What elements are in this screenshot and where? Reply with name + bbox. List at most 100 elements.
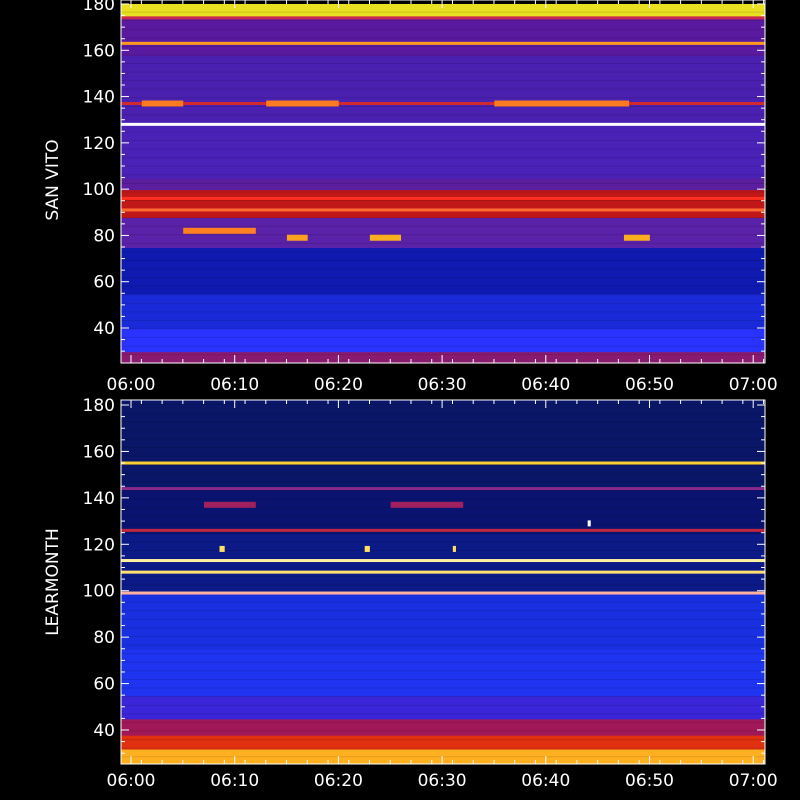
emission-line xyxy=(121,559,765,563)
channel-stripe xyxy=(121,472,765,474)
frequency-band xyxy=(121,695,765,720)
channel-stripe xyxy=(121,191,765,193)
channel-stripe xyxy=(121,515,765,517)
channel-stripe xyxy=(121,63,765,65)
y-tick-label: 60 xyxy=(93,273,115,293)
plot-area xyxy=(121,4,765,363)
channel-stripe xyxy=(121,131,765,133)
channel-stripe xyxy=(121,635,765,637)
channel-stripe xyxy=(121,455,765,457)
frequency-band xyxy=(121,247,765,295)
frequency-band xyxy=(121,4,765,17)
channel-stripe xyxy=(121,217,765,219)
x-tick-label: 06:10 xyxy=(210,771,259,791)
burst-mark xyxy=(364,545,370,552)
x-tick-label: 06:50 xyxy=(625,375,674,395)
burst-mark xyxy=(623,234,650,241)
burst-mark xyxy=(452,545,456,552)
channel-stripe xyxy=(121,550,765,552)
channel-stripe xyxy=(121,429,765,431)
channel-stripe xyxy=(121,114,765,116)
channel-stripe xyxy=(121,45,765,47)
x-tick-label: 07:00 xyxy=(729,375,778,395)
x-tick-label: 06:50 xyxy=(625,771,674,791)
y-tick-label: 180 xyxy=(83,396,115,416)
channel-stripe xyxy=(121,421,765,423)
y-tick-label: 120 xyxy=(83,535,115,555)
burst-mark xyxy=(183,227,256,234)
channel-stripe xyxy=(121,532,765,534)
emission-line xyxy=(121,591,765,595)
plot-frame xyxy=(120,0,766,364)
channel-stripe xyxy=(121,11,765,13)
frequency-band xyxy=(121,648,765,697)
x-tick-label: 06:10 xyxy=(210,375,259,395)
channel-stripe xyxy=(121,670,765,672)
channel-stripe xyxy=(121,696,765,698)
y-tick-label: 80 xyxy=(93,226,115,246)
channel-stripe xyxy=(121,200,765,202)
emission-line xyxy=(121,196,765,200)
x-tick-label: 06:00 xyxy=(107,771,156,791)
channel-stripe xyxy=(121,294,765,296)
emission-line xyxy=(121,41,765,45)
channel-stripe xyxy=(121,704,765,706)
channel-stripe xyxy=(121,105,765,107)
emission-line xyxy=(121,487,765,491)
channel-stripe xyxy=(121,54,765,56)
channel-stripe xyxy=(121,412,765,414)
burst-mark xyxy=(203,501,256,508)
frequency-band xyxy=(121,124,765,179)
channel-stripe xyxy=(121,234,765,236)
y-tick-label: 40 xyxy=(93,721,115,741)
channel-stripe xyxy=(121,97,765,99)
channel-stripe xyxy=(121,165,765,167)
y-axis-label-learmonth: LEARMONTH xyxy=(43,528,63,636)
emission-line xyxy=(121,208,765,212)
channel-stripe xyxy=(121,438,765,440)
channel-stripe xyxy=(121,28,765,30)
burst-mark xyxy=(266,100,339,107)
channel-stripe xyxy=(121,498,765,500)
channel-stripe xyxy=(121,174,765,176)
emission-line xyxy=(121,122,765,126)
channel-stripe xyxy=(121,259,765,261)
channel-stripe xyxy=(121,575,765,577)
frequency-band xyxy=(121,718,765,736)
channel-stripe xyxy=(121,524,765,526)
frequency-band xyxy=(121,177,765,191)
y-tick-label: 60 xyxy=(93,675,115,695)
y-tick-label: 160 xyxy=(83,442,115,462)
channel-stripe xyxy=(121,447,765,449)
panel-san-vito: SAN VITO 40 60 80 100 120 140 160 180 06:00 06:10… xyxy=(43,0,778,395)
channel-stripe xyxy=(121,328,765,330)
emission-line xyxy=(121,16,765,20)
channel-stripe xyxy=(121,37,765,39)
panel-learmonth: LEARMONTH 40 60 80 100 120 140 160 180 06:00 06:1… xyxy=(43,396,778,791)
channel-stripe xyxy=(121,345,765,347)
channel-stripe xyxy=(121,354,765,356)
channel-stripe xyxy=(121,627,765,629)
channel-stripe xyxy=(121,182,765,184)
burst-mark xyxy=(494,100,630,107)
frequency-band xyxy=(121,293,765,329)
channel-stripe xyxy=(121,661,765,663)
channel-stripe xyxy=(121,71,765,73)
burst-mark xyxy=(587,520,591,527)
y-tick-label: 180 xyxy=(83,0,115,15)
channel-stripe xyxy=(121,464,765,466)
x-tick-label: 06:40 xyxy=(521,375,570,395)
channel-stripe xyxy=(121,242,765,244)
channel-stripe xyxy=(121,678,765,680)
y-axis-label-san-vito: SAN VITO xyxy=(43,139,63,220)
y-tick-label: 160 xyxy=(83,41,115,61)
channel-stripe xyxy=(121,739,765,741)
frequency-band xyxy=(121,400,765,488)
emission-line xyxy=(121,461,765,465)
x-tick-label: 06:00 xyxy=(107,375,156,395)
y-tick-label: 100 xyxy=(83,582,115,602)
emission-line xyxy=(121,102,765,106)
x-tick-label: 06:20 xyxy=(314,771,363,791)
channel-stripe xyxy=(121,567,765,569)
